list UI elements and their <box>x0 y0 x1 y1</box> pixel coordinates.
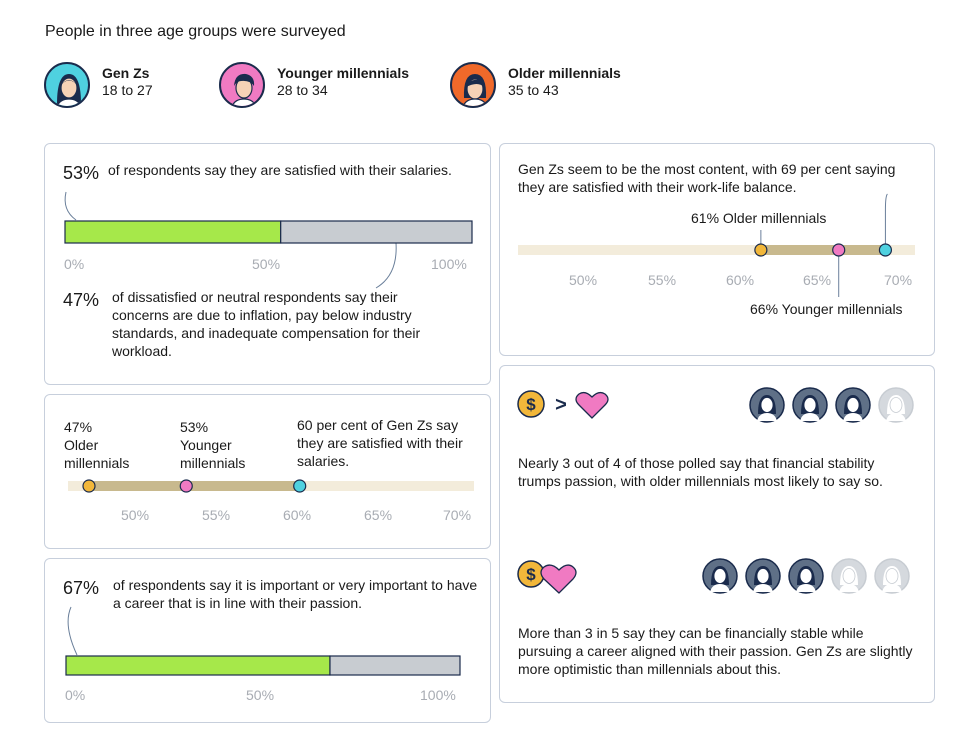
worklife-genz-leader <box>884 193 888 244</box>
genz-worklife-dot <box>878 243 893 257</box>
salary-connector-2 <box>375 242 397 289</box>
person-empty-icon <box>831 558 867 599</box>
dot4-tick-55: 55% <box>648 272 677 288</box>
salary-pct: 53% <box>63 163 100 183</box>
group-older-millennials: Older millennials 35 to 43 <box>450 62 621 112</box>
older-millennial-avatar-icon <box>450 62 496 108</box>
worklife-dot-track <box>518 245 915 255</box>
page-title: People in three age groups were surveyed <box>45 23 346 40</box>
heart-icon <box>575 391 609 419</box>
dollar-symbol: $ <box>526 395 536 414</box>
bar3-tick-100: 100% <box>420 687 456 703</box>
bar1-tick-50: 50% <box>252 256 281 272</box>
dot2-tick-60: 60% <box>283 507 312 523</box>
person-filled-icon <box>792 387 828 428</box>
dot4-tick-65: 65% <box>803 272 832 288</box>
worklife-older-label: 61% Older millennials <box>691 210 827 226</box>
younger-salary-pct: 53% <box>180 419 209 435</box>
worklife-dot-range <box>760 245 886 255</box>
dissatisfied-pct: 47% <box>63 290 100 310</box>
passion-panel <box>44 558 491 723</box>
person-filled-icon <box>749 387 785 428</box>
younger-millennial-avatar-icon <box>219 62 265 108</box>
dot2-tick-55: 55% <box>202 507 231 523</box>
dot4-tick-60: 60% <box>726 272 755 288</box>
person-empty-icon <box>874 558 910 599</box>
person-filled-icon <box>702 558 738 599</box>
salary-group-panel <box>44 394 491 549</box>
older-salary-dot <box>82 479 96 493</box>
dissatisfied-text: of dissatisfied or neutral respondents s… <box>112 289 421 359</box>
older-salary-pct: 47% <box>64 419 93 435</box>
dot4-tick-50: 50% <box>569 272 598 288</box>
person-empty-icon <box>878 387 914 428</box>
dollar-symbol-2: $ <box>526 565 536 584</box>
older-worklife-dot <box>754 243 768 257</box>
dot4-tick-70: 70% <box>884 272 913 288</box>
passion-pct: 67% <box>63 578 100 598</box>
older-salary-label: 47% Older millennials <box>64 418 154 472</box>
bar3-tick-50: 50% <box>246 687 275 703</box>
money-beats-heart-icon: $ > <box>517 390 609 419</box>
group-younger-millennials: Younger millennials 28 to 34 <box>219 62 409 112</box>
genz-avatar-icon <box>44 62 90 108</box>
passion-connector <box>67 606 78 656</box>
younger-worklife-dot <box>832 243 846 257</box>
younger-salary-dot <box>179 479 193 493</box>
bar1-tick-0: 0% <box>64 256 85 272</box>
salary-panel <box>44 143 491 385</box>
younger-salary-name: Younger millennials <box>180 437 246 471</box>
money-and-heart-icon: $ <box>517 560 577 594</box>
older-salary-name: Older millennials <box>64 437 130 471</box>
bar3-tick-0: 0% <box>65 687 86 703</box>
stability-text-2: More than 3 in 5 say they can be financi… <box>518 625 913 677</box>
dot2-tick-70: 70% <box>443 507 472 523</box>
bar1-tick-100: 100% <box>431 256 467 272</box>
person-filled-icon <box>745 558 781 599</box>
salary-other-bar <box>280 220 473 244</box>
salary-dot-range <box>89 481 300 491</box>
dollar-coin-icon <box>517 390 545 418</box>
person-filled-icon <box>835 387 871 428</box>
salary-connector <box>64 191 77 221</box>
dot2-tick-65: 65% <box>364 507 393 523</box>
stability-panel <box>499 365 935 703</box>
worklife-text: Gen Zs seem to be the most content, with… <box>518 161 896 195</box>
worklife-younger-label: 66% Younger millennials <box>750 301 903 317</box>
person-filled-icon <box>788 558 824 599</box>
passion-text: of respondents say it is important or ve… <box>113 577 478 611</box>
dot2-tick-50: 50% <box>121 507 150 523</box>
stability-text-1: Nearly 3 out of 4 of those polled say th… <box>518 455 883 489</box>
group-genz: Gen Zs 18 to 27 <box>44 62 153 112</box>
greater-than-symbol: > <box>555 394 567 416</box>
heart-icon-2 <box>540 564 577 594</box>
genz-salary-dot <box>293 479 307 493</box>
passion-other-bar <box>329 655 461 676</box>
genz-salary-label: 60 per cent of Gen Zs say they are satis… <box>297 417 463 469</box>
salary-text: of respondents say they are satisfied wi… <box>108 162 452 178</box>
younger-salary-label: 53% Younger millennials <box>180 418 270 472</box>
